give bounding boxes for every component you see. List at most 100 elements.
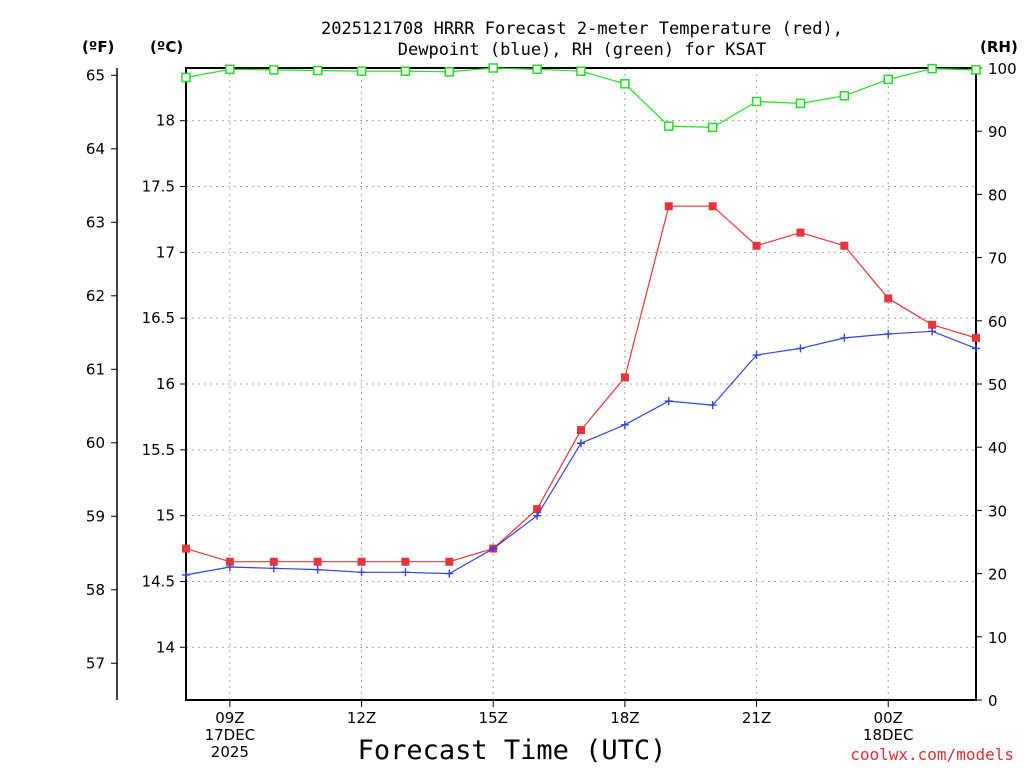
rh-point [707,122,718,133]
dewpoint-point [533,511,542,520]
rh-point [532,64,542,75]
dewpoint-point [884,329,893,338]
dewpoint-point [445,569,454,578]
x-tick-label: 18DEC [863,726,914,744]
x-tick-label: 18Z [610,709,639,727]
rh-point [620,79,630,89]
dewpoint-point [577,439,585,448]
dewpoint-point [225,563,234,572]
rh-tick-label: 100 [988,60,1017,78]
rh-tick-label: 10 [988,629,1007,647]
rh-point [488,63,498,73]
rh-point [795,98,806,109]
rh-tick-label: 90 [988,123,1007,141]
rh-point [444,67,455,77]
rh-point [927,63,937,74]
x-tick-label: 21Z [742,709,771,727]
temperature-point [884,294,893,303]
temperature-point [664,202,673,211]
fahrenheit-tick-label: 64 [86,140,105,158]
rh-point [181,72,191,83]
fahrenheit-tick-label: 63 [86,213,105,231]
temperature-point [533,505,542,514]
dewpoint-point [840,333,849,342]
fahrenheit-tick-label: 62 [86,287,105,305]
chart-title-line-1: 2025121708 HRRR Forecast 2-meter Tempera… [321,19,843,39]
data-series [181,63,981,579]
rh-point [751,96,762,107]
rh-point [225,64,235,75]
dewpoint-point [620,420,629,429]
temperature-point [752,241,761,250]
series-dewpoint [182,327,980,579]
rh-point [971,65,981,75]
dewpoint-point [313,565,322,574]
dewpoint-point [928,327,937,336]
temperature-point [357,557,366,566]
temperature-point [182,544,190,553]
celsius-tick-label: 16.5 [142,309,175,327]
celsius-tick-label: 14 [156,638,175,656]
temperature-point [313,557,322,566]
x-tick-label: 17DEC [205,726,256,744]
dewpoint-point [357,568,366,577]
rh-tick-label: 30 [988,502,1007,520]
rh-unit-label: (RH) [980,38,1018,56]
celsius-tick-label: 17.5 [142,178,175,196]
temperature-point [928,320,937,329]
dewpoint-point [708,401,717,410]
rh-tick-label: 0 [988,692,998,710]
rh-point [576,66,586,76]
temperature-line [185,205,977,563]
celsius-tick-label: 17 [156,243,175,261]
rh-point [269,65,279,75]
rh-point [664,121,674,131]
temperature-point [972,333,980,342]
fahrenheit-tick-label: 60 [86,434,105,452]
rh-point [883,74,893,85]
dewpoint-point [664,397,673,406]
celsius-tick-label: 14.5 [142,573,175,591]
rh-point [400,66,411,76]
dewpoint-point [401,568,410,577]
gridlines [186,68,976,700]
celsius-unit-label: (ºC) [150,38,183,56]
rh-tick-label: 70 [988,250,1007,268]
rh-point [312,65,323,76]
series-rh [181,63,981,133]
rh-tick-label: 50 [988,376,1007,394]
chart-title-line-2: Dewpoint (blue), RH (green) for KSAT [398,40,766,60]
credit-text: coolwx.com/models [850,745,1014,764]
celsius-tick-label: 15 [156,507,175,525]
fahrenheit-tick-label: 59 [86,507,105,525]
dewpoint-point [182,570,190,579]
x-axis-title: Forecast Time (UTC) [358,735,667,766]
fahrenheit-tick-label: 57 [86,654,105,672]
rh-point [839,91,850,101]
temperature-point [577,426,585,435]
rh-tick-label: 40 [988,439,1007,457]
temperature-point [269,557,278,566]
dewpoint-point [972,344,980,353]
dewpoint-point [752,351,761,360]
celsius-tick-label: 16 [156,375,175,393]
temperature-point [708,202,717,211]
rh-tick-label: 80 [988,186,1007,204]
plot-frame [185,67,977,701]
x-tick-label: 00Z [874,709,903,727]
dewpoint-point [269,564,278,573]
x-tick-label: 15Z [479,709,508,727]
axes [111,67,982,707]
temperature-point [445,557,454,566]
dewpoint-line [185,330,977,576]
x-tick-label: 12Z [347,709,376,727]
fahrenheit-tick-label: 58 [86,581,105,599]
temperature-point [401,557,410,566]
dewpoint-point [796,344,805,353]
celsius-tick-label: 18 [156,112,175,130]
fahrenheit-tick-label: 65 [86,66,105,84]
dewpoint-point [489,544,498,553]
fahrenheit-tick-label: 61 [86,360,105,378]
